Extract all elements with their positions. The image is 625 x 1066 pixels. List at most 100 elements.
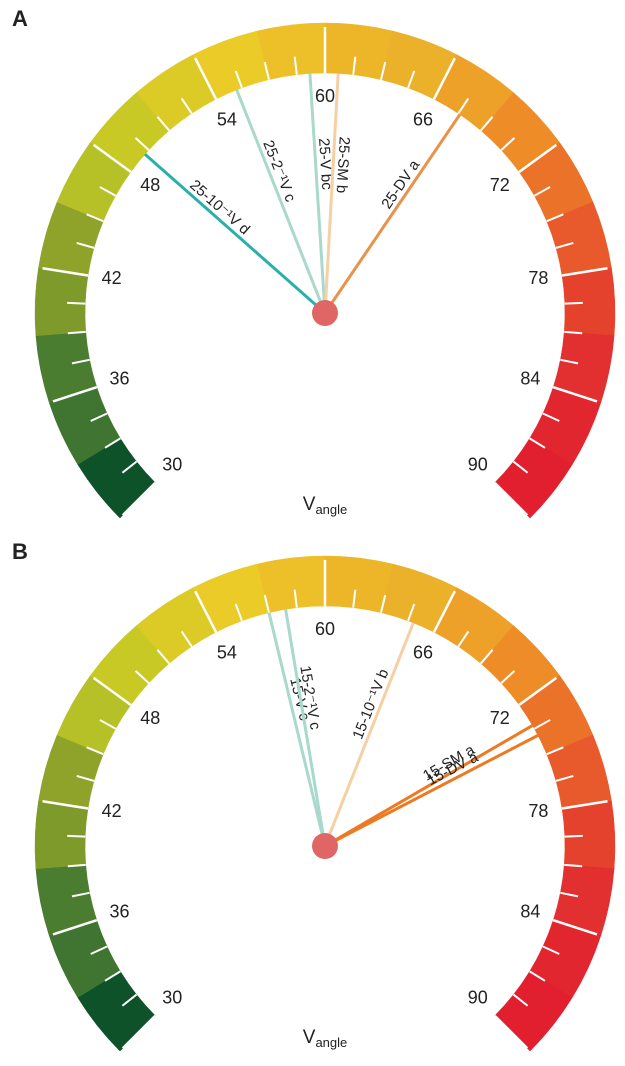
needle (324, 724, 534, 848)
minor-tick (134, 670, 150, 684)
minor-tick (71, 891, 90, 898)
minor-tick (529, 437, 546, 449)
tick-label: 78 (528, 268, 548, 288)
gauge-segment (34, 267, 89, 337)
minor-tick (104, 437, 121, 449)
minor-tick (234, 603, 243, 622)
minor-tick (293, 589, 298, 608)
major-tick (52, 385, 98, 403)
minor-tick (99, 719, 117, 730)
minor-tick (555, 242, 574, 249)
major-tick (552, 385, 598, 403)
major-tick (121, 481, 157, 517)
major-tick (493, 1014, 529, 1050)
needle (284, 609, 327, 847)
minor-tick (512, 460, 529, 474)
needle (323, 622, 415, 847)
tick-label: 36 (110, 368, 130, 388)
tick-label: 48 (140, 175, 160, 195)
minor-tick (457, 630, 470, 648)
minor-tick (86, 746, 104, 756)
tick-label: 54 (217, 109, 237, 129)
major-tick (561, 800, 608, 810)
minor-tick (480, 649, 494, 665)
axis-label: Vangle (303, 494, 348, 517)
axis-label-main: V (303, 494, 316, 515)
tick-label: 42 (102, 801, 122, 821)
minor-tick (156, 649, 170, 665)
tick-label: 54 (217, 642, 237, 662)
minor-tick (76, 242, 95, 249)
tick-label: 90 (468, 454, 488, 474)
minor-tick (512, 993, 529, 1007)
major-tick (561, 267, 608, 277)
needle (323, 113, 462, 314)
minor-tick (156, 116, 170, 132)
tick-label: 60 (315, 619, 335, 639)
major-tick (194, 57, 218, 100)
minor-tick (180, 630, 193, 648)
minor-tick (180, 97, 193, 115)
minor-tick (234, 70, 243, 89)
major-tick (518, 676, 558, 706)
needle (143, 153, 326, 315)
minor-tick (542, 412, 560, 422)
gauge-segment (561, 800, 616, 870)
minor-tick (67, 863, 86, 868)
minor-tick (380, 61, 387, 80)
gauge-segment (34, 800, 89, 870)
axis-label-sub: angle (315, 1035, 347, 1050)
minor-tick (564, 301, 583, 305)
tick-label: 48 (140, 708, 160, 728)
needle-label: 25-SM b (333, 136, 353, 194)
tick-label: 72 (490, 175, 510, 195)
tick-label: 78 (528, 801, 548, 821)
minor-tick (407, 70, 416, 89)
tick-label: 30 (162, 987, 182, 1007)
panel-label: A (12, 6, 28, 31)
needle-label: 25-10⁻¹V d (186, 177, 253, 239)
minor-tick (546, 746, 564, 756)
minor-tick (533, 719, 551, 730)
major-tick (92, 676, 132, 706)
major-tick (42, 800, 89, 810)
gauge-segment (561, 267, 616, 337)
major-tick (432, 590, 456, 633)
axis-label: Vangle (303, 1027, 348, 1050)
minor-tick (407, 603, 416, 622)
minor-tick (560, 891, 579, 898)
minor-tick (67, 834, 86, 838)
minor-tick (263, 61, 270, 80)
minor-tick (134, 137, 150, 151)
minor-tick (99, 186, 117, 197)
major-tick (552, 918, 598, 936)
minor-tick (104, 970, 121, 982)
tick-label: 42 (102, 268, 122, 288)
minor-tick (121, 460, 138, 474)
minor-tick (352, 56, 357, 75)
minor-tick (533, 186, 551, 197)
tick-label: 84 (520, 901, 540, 921)
minor-tick (457, 97, 470, 115)
minor-tick (555, 775, 574, 782)
tick-label: 84 (520, 368, 540, 388)
major-tick (518, 143, 558, 173)
minor-tick (90, 412, 108, 422)
needle (308, 73, 327, 314)
minor-tick (263, 594, 270, 613)
minor-tick (564, 834, 583, 838)
major-tick (42, 267, 89, 277)
needle-hub (312, 300, 338, 326)
minor-tick (564, 863, 583, 868)
minor-tick (546, 213, 564, 223)
minor-tick (86, 213, 104, 223)
needle (323, 73, 340, 314)
minor-tick (529, 970, 546, 982)
tick-label: 60 (315, 86, 335, 106)
major-tick (92, 143, 132, 173)
minor-tick (480, 116, 494, 132)
minor-tick (293, 56, 298, 75)
